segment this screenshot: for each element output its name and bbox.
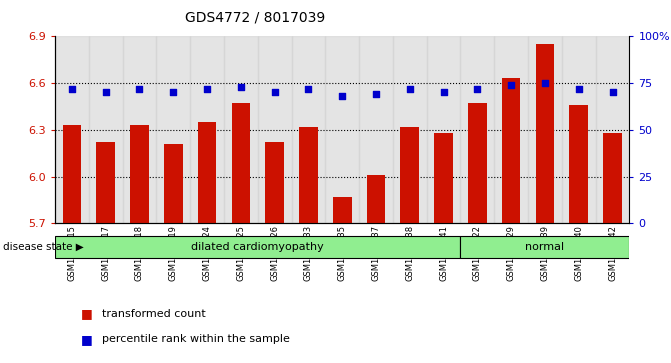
Bar [231, 103, 250, 223]
Point [202, 86, 213, 91]
Bar [123, 36, 156, 223]
Point [607, 90, 618, 95]
Bar [164, 144, 183, 223]
Point [472, 86, 482, 91]
Text: dilated cardiomyopathy: dilated cardiomyopathy [191, 242, 324, 252]
Bar [89, 36, 123, 223]
Text: normal: normal [525, 242, 564, 252]
Bar [55, 236, 460, 258]
Bar [291, 36, 325, 223]
Point [506, 82, 517, 88]
Bar [198, 122, 216, 223]
Bar [528, 36, 562, 223]
Point [66, 86, 77, 91]
Bar [502, 78, 521, 223]
Point [303, 86, 314, 91]
Point [236, 84, 246, 90]
Bar [299, 127, 317, 223]
Bar [97, 142, 115, 223]
Bar [156, 36, 190, 223]
Point [539, 80, 550, 86]
Bar [570, 105, 588, 223]
Text: GDS4772 / 8017039: GDS4772 / 8017039 [185, 11, 325, 25]
Bar [603, 133, 622, 223]
Bar [596, 36, 629, 223]
Point [405, 86, 415, 91]
Bar [535, 44, 554, 223]
Point [573, 86, 584, 91]
Point [438, 90, 449, 95]
Bar [333, 197, 352, 223]
Point [101, 90, 111, 95]
Bar [359, 36, 393, 223]
Text: ■: ■ [81, 333, 93, 346]
Bar [562, 36, 596, 223]
Bar [401, 127, 419, 223]
Text: ■: ■ [81, 307, 93, 321]
Bar [434, 133, 453, 223]
Bar [460, 36, 495, 223]
Bar [468, 103, 486, 223]
Bar [460, 236, 629, 258]
Bar [427, 36, 460, 223]
Text: transformed count: transformed count [102, 309, 206, 319]
Bar [224, 36, 258, 223]
Bar [258, 36, 291, 223]
Bar [265, 142, 284, 223]
Bar [130, 125, 149, 223]
Bar [190, 36, 224, 223]
Point [134, 86, 145, 91]
Text: percentile rank within the sample: percentile rank within the sample [102, 334, 290, 344]
Point [370, 91, 381, 97]
Bar [495, 36, 528, 223]
Point [168, 90, 178, 95]
Bar [62, 125, 81, 223]
Bar [393, 36, 427, 223]
Point [269, 90, 280, 95]
Text: disease state ▶: disease state ▶ [3, 242, 84, 252]
Point [337, 93, 348, 99]
Bar [367, 175, 385, 223]
Bar [325, 36, 359, 223]
Bar [55, 36, 89, 223]
